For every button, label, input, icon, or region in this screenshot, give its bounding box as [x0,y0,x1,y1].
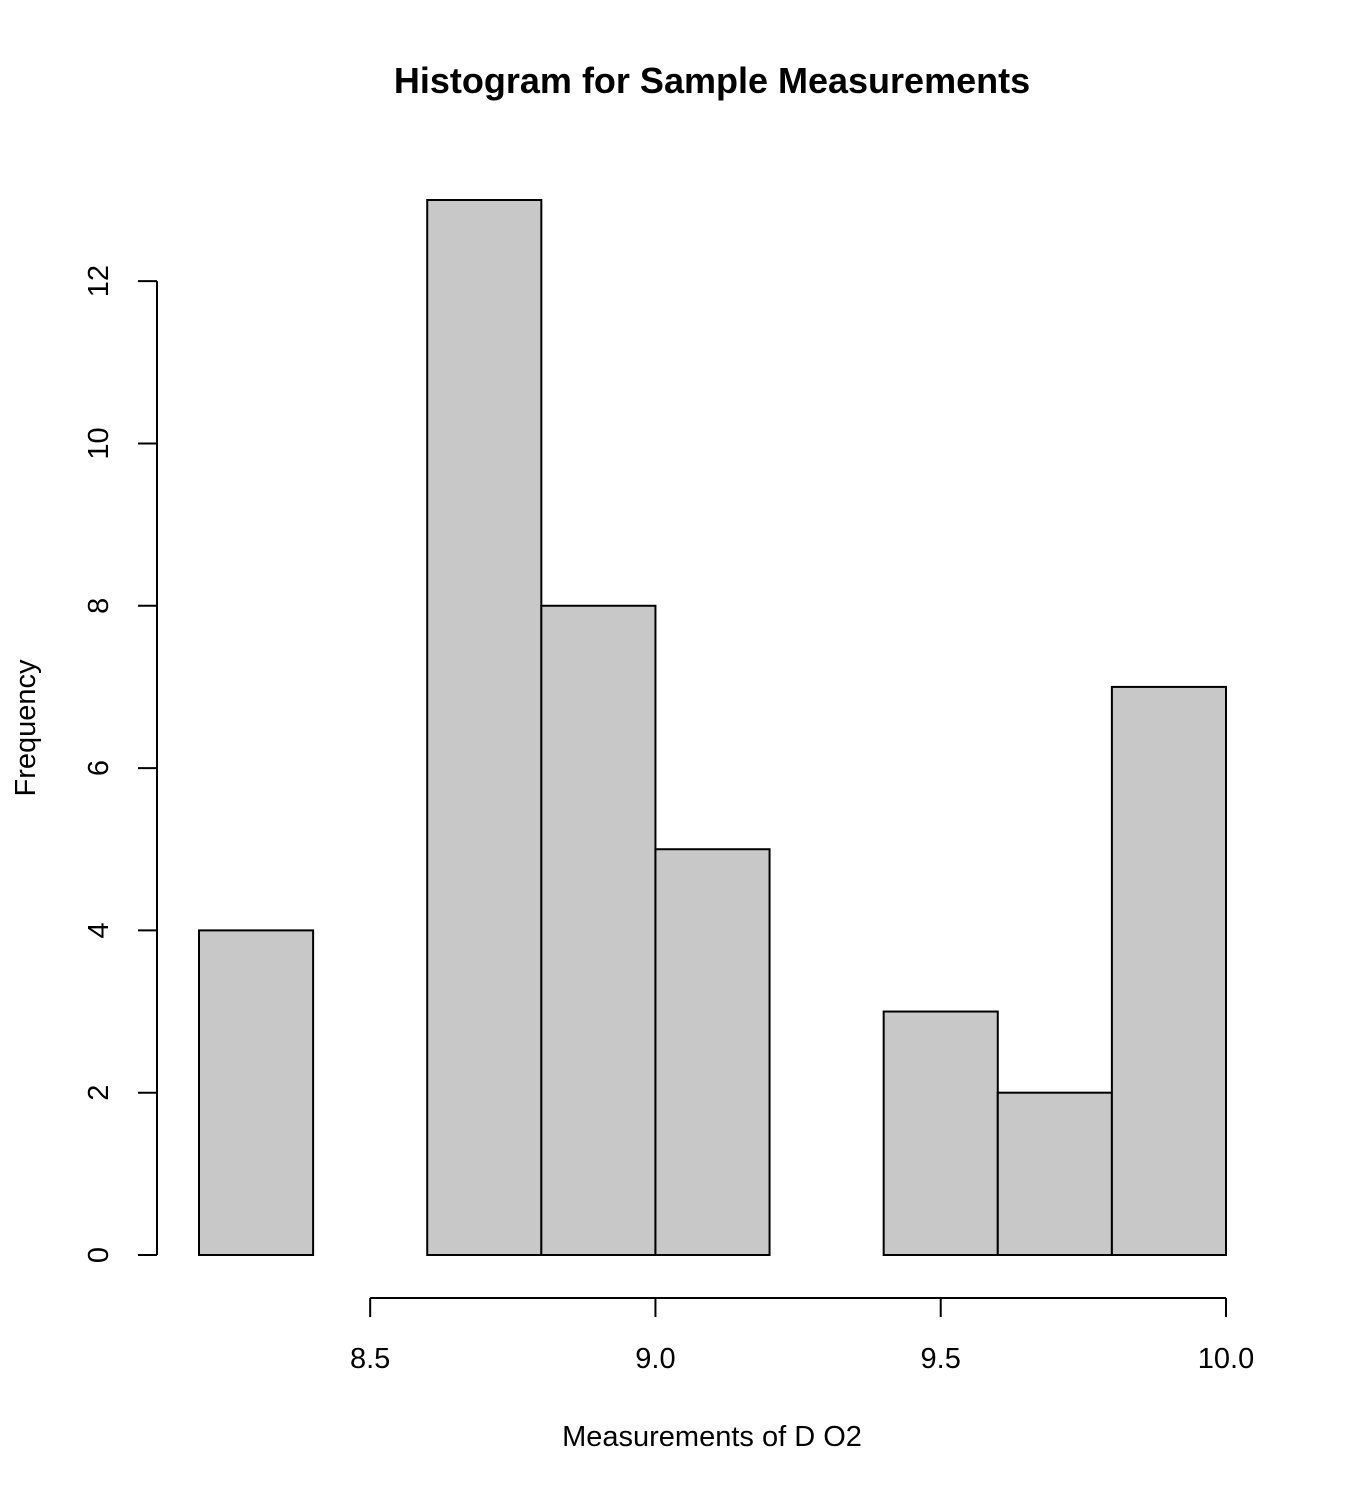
y-axis-title: Frequency [10,659,42,797]
y-tick-label-6: 12 [83,265,115,297]
histogram-bar-7 [996,1091,1113,1256]
y-tick-label-4: 8 [83,598,115,614]
histogram-bar-4 [654,848,771,1256]
x-axis-title: Measurements of D O2 [562,1421,862,1453]
y-tick-label-0: 0 [83,1247,115,1263]
x-tick-label-2: 9.5 [921,1343,961,1375]
histogram-bar-6 [882,1010,999,1256]
y-axis: 0 2 4 6 8 10 12 [83,265,158,1263]
y-tick-label-3: 6 [83,760,115,776]
x-tick-label-3: 10.0 [1198,1343,1254,1375]
x-tick-label-1: 9.0 [635,1343,675,1375]
histogram-bar-0 [198,929,315,1257]
y-tick-label-1: 2 [83,1085,115,1101]
chart-title: Histogram for Sample Measurements [394,60,1030,101]
y-tick-label-2: 4 [83,922,115,938]
y-tick-label-5: 10 [83,427,115,459]
histogram-bar-3 [540,604,657,1256]
histogram-bar-2 [426,199,543,1256]
x-tick-label-0: 8.5 [350,1343,390,1375]
x-axis: 8.5 9.0 9.5 10.0 [350,1297,1254,1375]
bars-layer [198,199,1228,1257]
histogram-bar-8 [1110,685,1228,1256]
